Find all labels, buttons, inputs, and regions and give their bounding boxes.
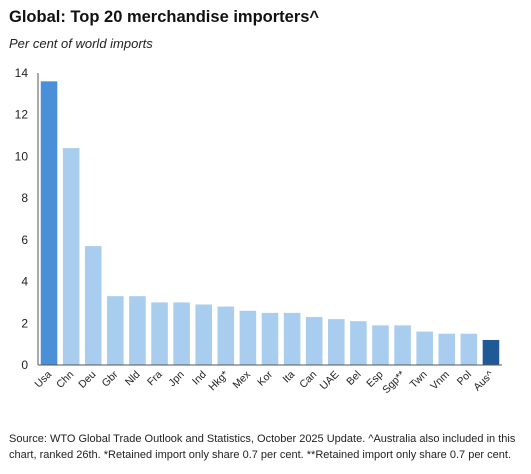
y-tick-label: 4 <box>21 275 28 289</box>
bar-fra <box>151 302 168 365</box>
x-tick-label: Gbr <box>100 368 121 389</box>
x-tick-label: UAE <box>318 369 342 393</box>
y-tick-label: 6 <box>21 233 28 247</box>
x-tick-label: Fra <box>145 369 165 389</box>
x-tick-label: Can <box>297 369 319 391</box>
bar-mex <box>239 310 257 365</box>
source-note: Source: WTO Global Trade Outlook and Sta… <box>9 433 516 461</box>
bar-deu <box>84 246 102 365</box>
x-tick-label: Kor <box>255 368 275 388</box>
bar-ind <box>195 304 212 365</box>
x-tick-label: Hkg* <box>206 369 231 394</box>
x-tick-label: Jpn <box>166 369 187 390</box>
x-tick-label: Ita <box>280 369 297 386</box>
bar-nld <box>129 296 146 365</box>
bar-hkg <box>217 306 235 365</box>
bar-pol <box>460 333 478 365</box>
x-tick-label: Bel <box>344 369 363 388</box>
bar-sgp <box>394 325 411 365</box>
bar-vnm <box>438 333 456 365</box>
x-tick-label: Twn <box>408 369 430 391</box>
bar-can <box>305 317 323 365</box>
y-tick-label: 14 <box>15 66 29 80</box>
bar-aus <box>482 339 500 365</box>
x-tick-label: Sgp** <box>380 369 407 396</box>
x-tick-label: Mex <box>231 368 254 391</box>
y-tick-label: 12 <box>15 108 29 122</box>
x-tick-label: Vnm <box>428 368 452 392</box>
bar-gbr <box>107 296 124 365</box>
y-tick-label: 10 <box>15 149 29 163</box>
y-tick-label: 0 <box>21 358 28 372</box>
bar-jpn <box>173 302 190 365</box>
y-tick-label: 8 <box>21 191 28 205</box>
x-tick-label: Deu <box>76 369 98 391</box>
x-tick-label: Usa <box>32 369 54 391</box>
x-tick-label: Chn <box>54 369 76 391</box>
bar-twn <box>416 331 433 365</box>
x-tick-label: Aus^ <box>471 369 496 394</box>
bar-chn <box>62 148 80 365</box>
bar-esp <box>372 325 389 365</box>
y-tick-label: 2 <box>21 316 28 330</box>
bar-ita <box>283 312 301 365</box>
bar-bel <box>350 321 367 365</box>
bar-uae <box>328 319 345 365</box>
bar-kor <box>261 312 279 365</box>
chart-title: Global: Top 20 merchandise importers^ <box>9 8 320 26</box>
x-tick-label: Nld <box>123 369 143 389</box>
chart-subtitle: Per cent of world imports <box>9 36 153 51</box>
bar-usa <box>40 81 58 365</box>
